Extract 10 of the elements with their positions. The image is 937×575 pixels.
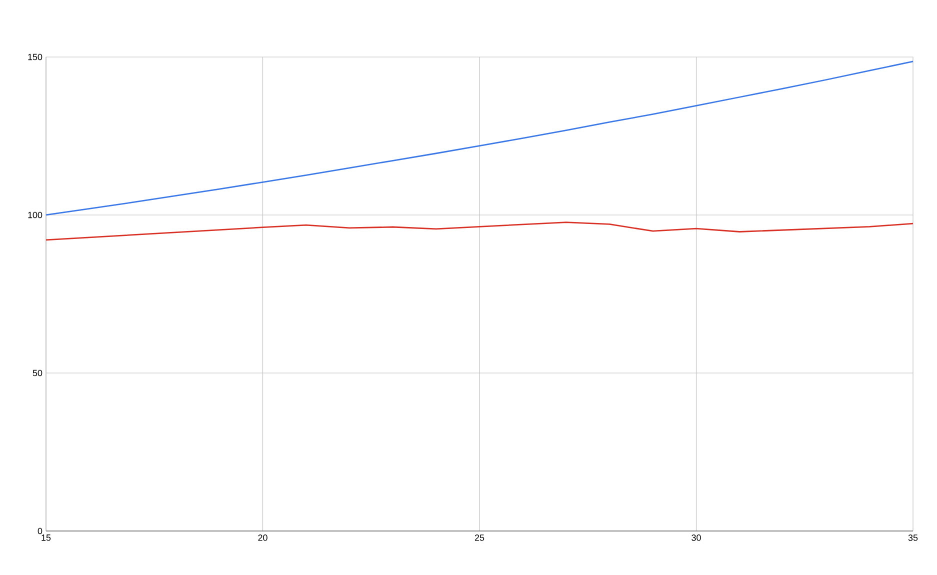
y-tick-label: 50	[32, 370, 42, 376]
x-tick-label: 25	[474, 534, 484, 541]
x-tick-label: 35	[908, 534, 918, 541]
x-tick-label: 20	[258, 534, 268, 541]
y-tick-label: 0	[38, 528, 42, 534]
line-series	[45, 222, 914, 241]
x-tick-label: 15	[42, 534, 51, 541]
y-tick-label: 100	[28, 212, 42, 218]
y-tick-label: 150	[28, 54, 42, 60]
x-tick-label: 30	[692, 534, 701, 541]
